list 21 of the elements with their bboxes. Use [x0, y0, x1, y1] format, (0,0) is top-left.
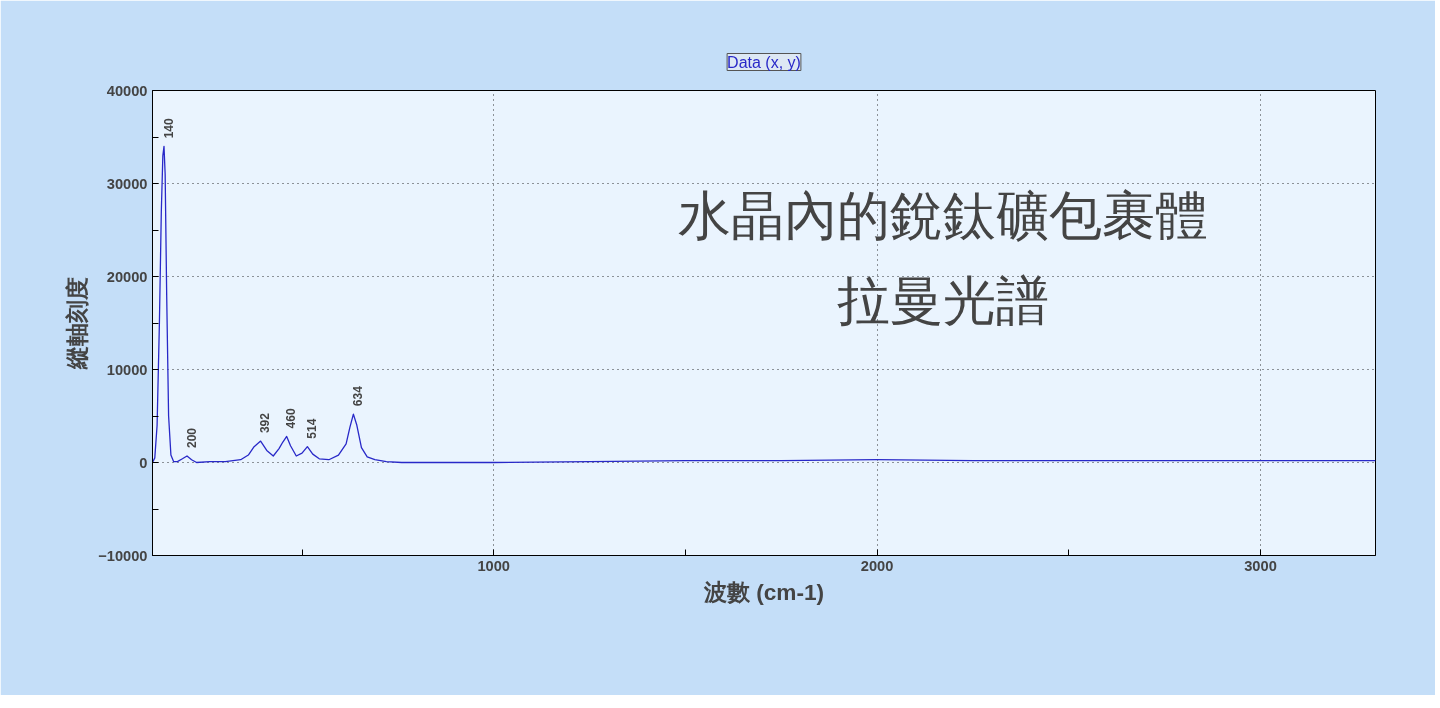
x-tick-label: 1000	[477, 557, 511, 574]
annotation: 200	[184, 427, 199, 448]
x-tick-label: 2000	[860, 557, 894, 574]
y-axis-title: 縱軸刻度	[64, 277, 91, 370]
y-tick-label: 40000	[106, 82, 148, 99]
y-tick-label: 10000	[106, 361, 148, 378]
annotation: 514	[304, 418, 319, 439]
annotation: 460	[284, 408, 299, 429]
annotation: 634	[350, 385, 365, 407]
text: 水晶內的銳鈦礦包裹體	[677, 184, 1208, 247]
annotation: 140	[161, 117, 176, 139]
y-tick-label: 0	[139, 454, 148, 471]
text: Data (x, y)	[727, 53, 801, 71]
line-series	[152, 145, 1376, 464]
text: 拉曼光譜	[836, 269, 1049, 332]
y-tick-label: −10000	[98, 547, 148, 564]
y-tick-label: 20000	[106, 268, 148, 285]
x-axis-title: 波數 (cm-1)	[702, 578, 825, 605]
x-tick-label: 3000	[1244, 557, 1277, 574]
annotation: 392	[258, 412, 273, 434]
y-tick-label: 30000	[106, 175, 148, 192]
